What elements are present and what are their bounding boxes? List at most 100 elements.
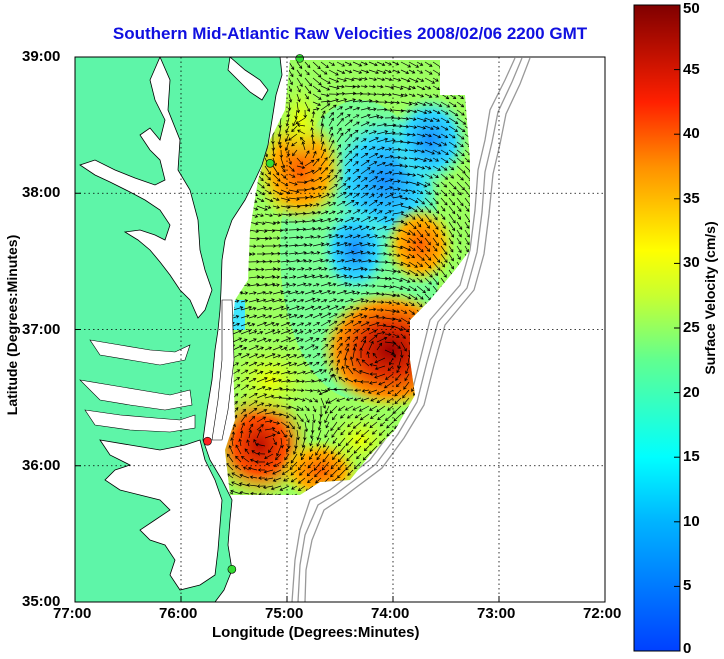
velocity-arrow xyxy=(280,405,292,410)
velocity-arrow xyxy=(320,141,325,151)
velocity-arrow xyxy=(392,301,401,306)
velocity-arrow xyxy=(256,244,266,249)
velocity-arrow xyxy=(296,322,305,327)
velocity-arrow xyxy=(296,101,301,114)
velocity-arrow xyxy=(344,114,351,119)
colorbar-tick-label: 40 xyxy=(683,125,700,143)
velocity-arrow xyxy=(297,477,306,484)
velocity-arrow xyxy=(249,252,256,256)
velocity-arrow xyxy=(456,173,464,181)
velocity-arrow xyxy=(297,461,306,471)
velocity-arrow xyxy=(336,266,347,271)
velocity-arrow xyxy=(352,274,364,279)
velocity-arrow xyxy=(256,354,265,359)
velocity-arrow xyxy=(328,250,340,255)
velocity-arrow xyxy=(280,228,289,232)
velocity-arrow xyxy=(304,250,315,255)
velocity-arrow xyxy=(280,205,291,209)
velocity-arrow xyxy=(352,242,363,247)
velocity-arrow xyxy=(312,337,320,343)
velocity-arrow xyxy=(293,445,298,455)
velocity-arrow xyxy=(384,186,393,191)
velocity-arrow xyxy=(352,313,363,319)
velocity-arrow xyxy=(264,403,273,407)
velocity-arrow xyxy=(304,210,316,215)
velocity-arrow xyxy=(464,245,469,253)
velocity-arrow xyxy=(424,117,434,122)
velocity-arrow xyxy=(416,77,425,82)
velocity-arrow xyxy=(432,221,439,230)
velocity-arrow xyxy=(328,149,335,159)
velocity-arrow xyxy=(312,305,322,311)
velocity-arrow xyxy=(328,259,336,263)
velocity-arrow xyxy=(416,277,423,283)
velocity-arrow xyxy=(292,117,298,127)
velocity-arrow xyxy=(320,103,331,111)
velocity-arrow xyxy=(352,234,361,239)
velocity-arrow xyxy=(368,329,377,335)
velocity-arrow xyxy=(408,173,417,177)
velocity-arrow xyxy=(312,322,321,327)
velocity-arrow xyxy=(240,422,245,431)
velocity-arrow xyxy=(387,405,394,411)
velocity-arrow xyxy=(272,338,280,343)
velocity-arrow xyxy=(312,274,323,279)
velocity-arrow xyxy=(456,101,465,108)
velocity-arrow xyxy=(404,373,410,382)
velocity-arrow xyxy=(272,370,281,375)
velocity-arrow xyxy=(376,397,386,404)
velocity-arrow xyxy=(360,69,370,74)
velocity-arrow xyxy=(374,365,386,371)
velocity-arrow xyxy=(280,275,288,279)
velocity-arrow xyxy=(376,77,386,82)
velocity-arrow xyxy=(336,329,344,335)
velocity-arrow xyxy=(320,281,332,287)
velocity-arrow xyxy=(256,298,267,303)
velocity-arrow xyxy=(424,269,433,278)
velocity-arrow xyxy=(336,144,341,151)
colorbar-tick-label: 15 xyxy=(683,448,700,466)
velocity-arrow xyxy=(232,337,243,343)
velocity-arrow xyxy=(296,123,306,127)
velocity-arrow xyxy=(240,361,249,367)
velocity-arrow xyxy=(448,117,459,124)
velocity-arrow xyxy=(330,469,338,478)
velocity-arrow xyxy=(328,174,338,183)
velocity-arrow xyxy=(336,210,344,215)
velocity-arrow xyxy=(352,298,365,303)
velocity-arrow xyxy=(392,245,404,250)
velocity-arrow xyxy=(344,405,354,411)
velocity-arrow xyxy=(386,429,394,437)
velocity-arrow xyxy=(368,234,378,239)
velocity-arrow xyxy=(256,189,265,196)
velocity-arrow xyxy=(336,98,348,103)
velocity-arrow xyxy=(448,109,459,117)
velocity-arrow xyxy=(372,352,378,359)
velocity-arrow xyxy=(376,225,387,231)
velocity-arrow xyxy=(392,171,403,175)
velocity-arrow xyxy=(343,388,354,392)
velocity-arrow xyxy=(272,412,283,417)
velocity-arrow xyxy=(456,165,466,174)
velocity-arrow xyxy=(314,469,322,478)
velocity-arrow xyxy=(424,181,431,186)
velocity-arrow xyxy=(244,448,250,455)
velocity-arrow xyxy=(344,210,352,215)
velocity-arrow xyxy=(400,156,408,161)
velocity-arrow xyxy=(424,125,434,131)
velocity-arrow xyxy=(376,115,384,120)
velocity-arrow xyxy=(344,377,354,383)
velocity-arrow xyxy=(312,101,322,106)
velocity-arrow xyxy=(312,167,322,175)
velocity-arrow xyxy=(366,351,370,359)
velocity-arrow xyxy=(408,237,417,244)
velocity-arrow xyxy=(448,221,456,232)
velocity-arrow xyxy=(304,69,310,76)
velocity-arrow xyxy=(328,117,334,127)
velocity-arrow xyxy=(240,413,247,423)
velocity-arrow xyxy=(408,293,418,300)
velocity-arrow xyxy=(394,389,402,397)
velocity-arrow xyxy=(448,141,458,148)
velocity-arrow xyxy=(392,187,401,191)
velocity-arrow xyxy=(385,373,394,380)
